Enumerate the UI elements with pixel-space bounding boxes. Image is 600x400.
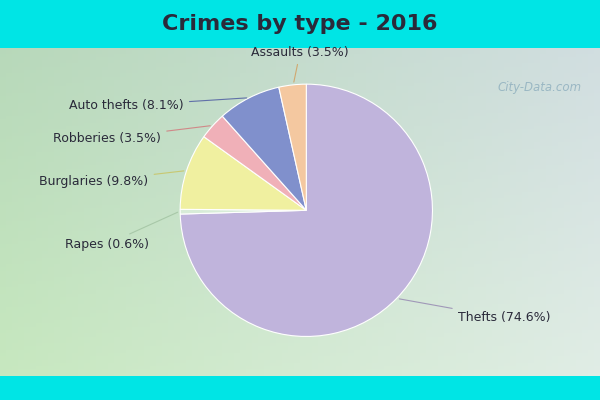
Wedge shape	[223, 87, 307, 210]
Text: Burglaries (9.8%): Burglaries (9.8%)	[40, 171, 184, 188]
Text: Assaults (3.5%): Assaults (3.5%)	[251, 46, 349, 82]
Text: Thefts (74.6%): Thefts (74.6%)	[400, 299, 550, 324]
Wedge shape	[180, 84, 433, 336]
Wedge shape	[279, 84, 307, 210]
Wedge shape	[180, 137, 307, 210]
Text: City-Data.com: City-Data.com	[498, 81, 582, 94]
Text: Rapes (0.6%): Rapes (0.6%)	[65, 212, 178, 251]
Wedge shape	[204, 116, 307, 210]
Text: Crimes by type - 2016: Crimes by type - 2016	[162, 14, 438, 34]
Wedge shape	[180, 209, 307, 214]
Text: Auto thefts (8.1%): Auto thefts (8.1%)	[70, 98, 247, 112]
Text: Robberies (3.5%): Robberies (3.5%)	[53, 126, 210, 145]
